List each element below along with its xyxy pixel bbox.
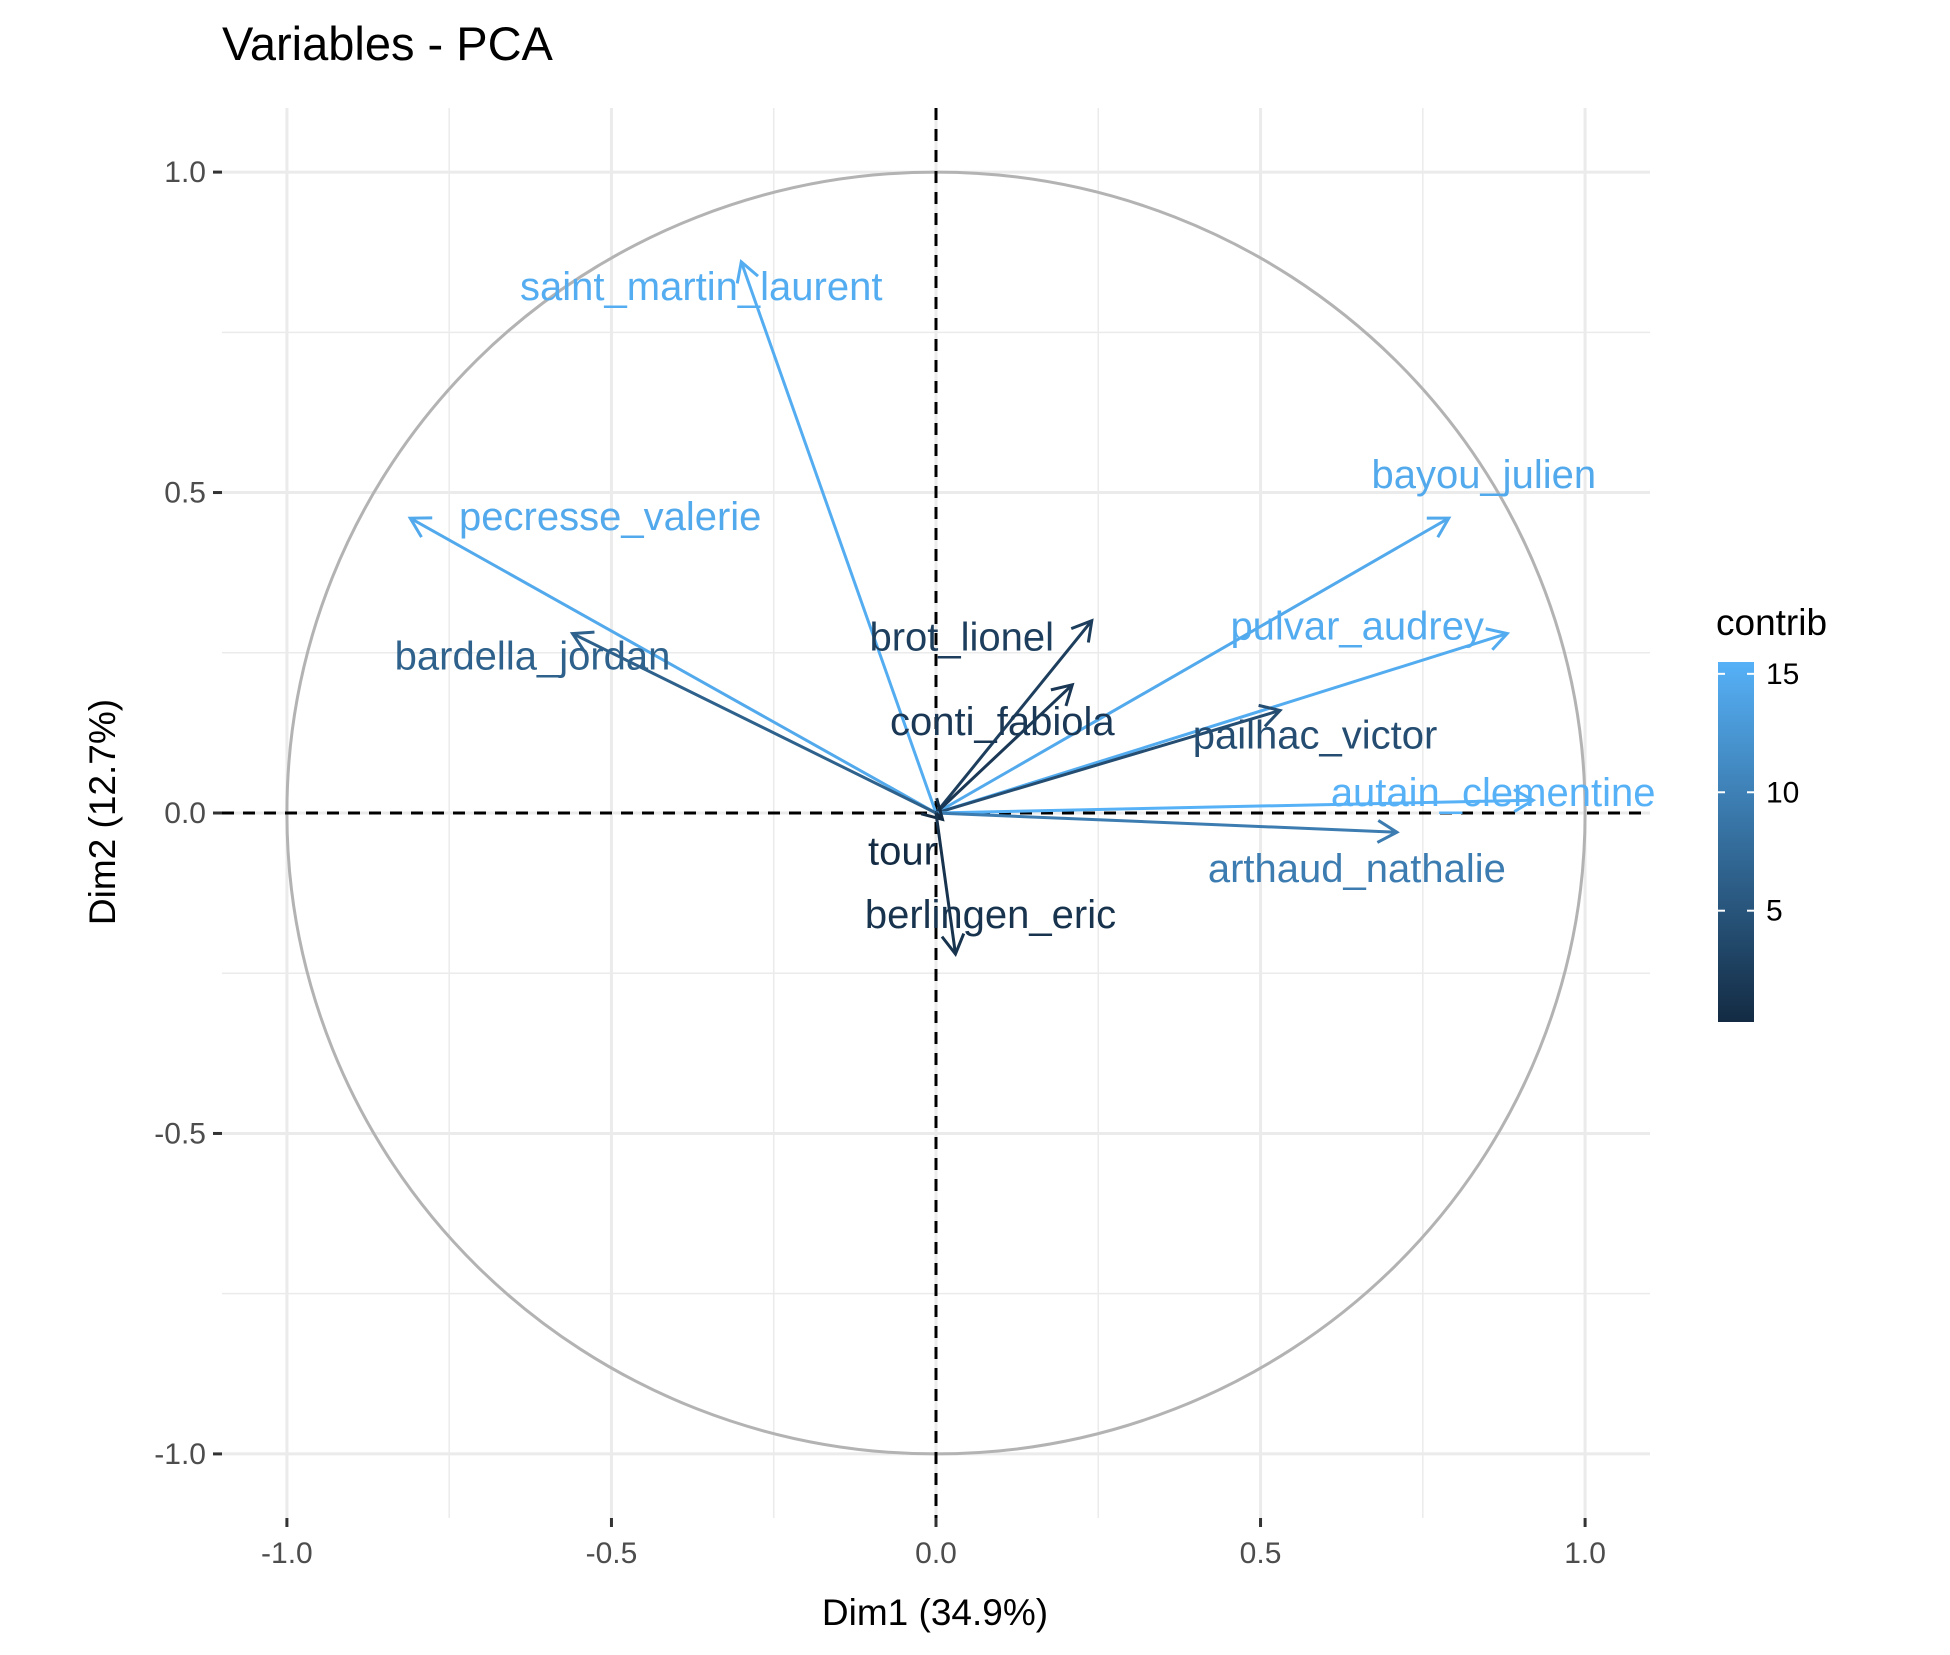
x-tick-label: -1.0 (261, 1537, 313, 1570)
x-tick-label: 0.5 (1240, 1537, 1282, 1570)
label-berlingen-eric: berlingen_eric (865, 893, 1116, 937)
arrow-arthaud-nathalie (935, 811, 1400, 844)
arrow-shaft (934, 683, 1074, 815)
y-tick-label: 0.0 (164, 797, 206, 830)
arrow-shaft (739, 261, 938, 814)
legend-title: contrib (1716, 602, 1827, 643)
arrow-head (940, 933, 966, 957)
label-conti-fabiola: conti_fabiola (890, 700, 1115, 744)
legend-tick-label: 10 (1766, 776, 1799, 809)
label-brot-lionel: brot_lionel (869, 616, 1054, 660)
arrow-shaft (571, 632, 937, 815)
label-autain-clementine: autain_clementine (1331, 771, 1656, 815)
legend-tick-label: 5 (1766, 895, 1783, 928)
arrow-head (1426, 516, 1452, 538)
legend-tick-label: 15 (1766, 658, 1799, 691)
x-tick-label: -0.5 (586, 1537, 638, 1570)
legend: contrib 15 10 5 (1716, 602, 1827, 1022)
arrow-shaft (934, 812, 957, 955)
variable-labels: saint_martin_laurent pecresse_valeriebard… (395, 265, 1656, 937)
y-tick-label: 1.0 (164, 156, 206, 189)
label-saint-martin-laurent: saint_martin_laurent (520, 265, 882, 309)
arrow-pecresse-valerie (407, 516, 937, 815)
chart-title: Variables - PCA (222, 17, 554, 70)
arrow-brot-lionel (934, 618, 1094, 814)
arrow-head (1070, 618, 1094, 643)
arrow-head (735, 258, 759, 284)
arrow-head (1485, 627, 1511, 651)
variable-arrows (407, 258, 1537, 957)
label-bayou-julien: bayou_julien (1371, 453, 1596, 497)
arrow-head (1376, 819, 1400, 844)
arrow-head (920, 797, 945, 822)
arrow-head (569, 630, 595, 653)
y-axis-title: Dim2 (12.7%) (82, 699, 123, 925)
axes: -1.0 -0.5 0.0 0.5 1.0 1.0 0.5 0.0 -0.5 -1.0 (154, 156, 1606, 1570)
label-pulvar-audrey: pulvar_audrey (1230, 605, 1484, 649)
legend-colorbar (1718, 662, 1754, 1022)
arrow-head (407, 516, 433, 538)
label-bardella-jordan: bardella_jordan (395, 635, 671, 679)
label-tour: tour (868, 829, 937, 873)
arrow-head (1258, 703, 1283, 728)
y-tick-label: 0.5 (164, 477, 206, 510)
arrow-shaft (935, 798, 1534, 815)
arrow-autain-clementine (935, 788, 1537, 815)
arrow-head (1050, 682, 1075, 707)
arrow-shaft (409, 516, 937, 815)
label-pecresse-valerie: pecresse_valerie (459, 495, 761, 539)
arrow-bayou-julien (935, 516, 1452, 815)
y-tick-label: -0.5 (154, 1117, 206, 1150)
arrow-shaft (935, 516, 1450, 815)
arrow-shaft (935, 709, 1281, 815)
arrow-pailhac-victor (935, 703, 1283, 815)
label-pailhac-victor: pailhac_victor (1193, 713, 1438, 757)
arrow-head (1513, 788, 1537, 813)
x-tick-label: 0.0 (915, 1537, 957, 1570)
arrow-shaft (934, 619, 1093, 814)
arrow-bardella-jordan (569, 630, 937, 815)
arrow-conti-fabiola (934, 682, 1075, 815)
x-tick-label: 1.0 (1564, 1537, 1606, 1570)
x-axis-title: Dim1 (34.9%) (822, 1592, 1048, 1633)
arrow-saint-martin-laurent (735, 258, 938, 814)
arrow-berlingen-eric (934, 812, 966, 957)
arrow-shaft (935, 811, 1397, 834)
label-arthaud-nathalie: arthaud_nathalie (1208, 847, 1506, 891)
y-tick-label: -1.0 (154, 1438, 206, 1471)
